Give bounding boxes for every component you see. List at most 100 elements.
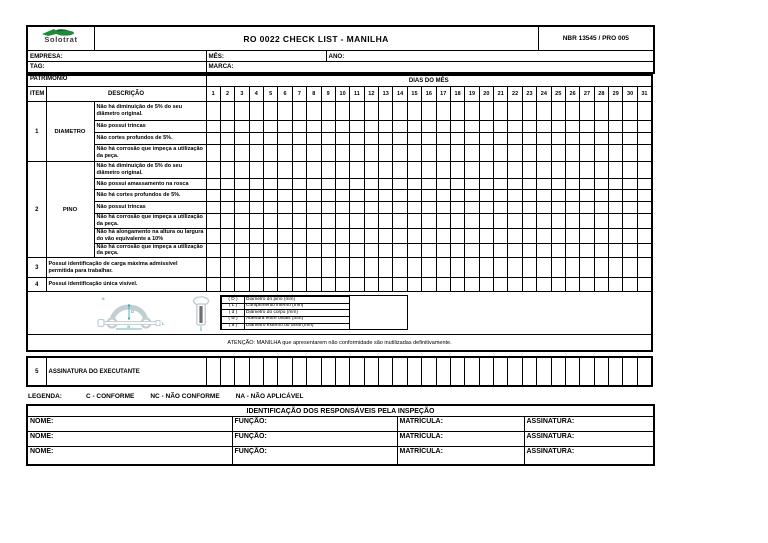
day-number: 3 [234, 86, 250, 102]
day-cell [493, 242, 509, 259]
day-cell [550, 257, 566, 279]
day-cell [234, 161, 250, 179]
day-cell [608, 356, 624, 387]
responsavel-row: NOME: FUNÇÃO: MATRÍCULA: ASSINATURA: [26, 415, 655, 432]
day-cell [622, 201, 638, 214]
day-cell [435, 132, 451, 145]
day-cell [435, 227, 451, 244]
shackle-diagram-icon: a D w L [96, 295, 188, 334]
funcao-field: FUNÇÃO: [231, 445, 398, 466]
day-cell [478, 257, 495, 279]
day-cell [349, 178, 365, 190]
day-cell [421, 242, 437, 259]
day-cell [234, 132, 250, 145]
page-title: RO 0022 CHECK LIST - MANILHA [93, 25, 539, 51]
legend-key: ( w ) [221, 316, 245, 324]
day-cell [406, 132, 423, 145]
day-cell [421, 178, 437, 190]
mes-field: MÊS: [205, 50, 327, 62]
day-cell [435, 213, 451, 229]
day-cell [406, 101, 423, 121]
day-cell [277, 257, 293, 279]
day-cell [378, 201, 394, 214]
day-cell [550, 178, 566, 190]
day-cell [263, 356, 279, 387]
day-cell [507, 277, 523, 293]
legend-label: Comprimento interno (mm) [244, 302, 350, 311]
day-cell [291, 132, 308, 145]
nome-field: NOME: [26, 430, 233, 447]
day-cell [507, 120, 523, 133]
item-number: 3 [26, 257, 47, 279]
day-cell [277, 189, 293, 202]
day-cell [435, 144, 451, 162]
day-cell [564, 161, 581, 179]
legend-key: ( L ) [221, 302, 245, 311]
check-description: Não possui trincas [93, 120, 207, 133]
day-cell [449, 277, 466, 293]
day-cell [478, 101, 495, 121]
day-cell [406, 242, 423, 259]
day-cell [205, 257, 221, 279]
check-description: Não há diminuição de 5% do seu diâmetro … [93, 161, 207, 179]
day-number: 25 [550, 86, 566, 102]
legend-label: Diametro externo do olhal (mm) [244, 322, 350, 331]
day-cell [536, 242, 552, 259]
day-cell [363, 227, 380, 244]
day-cell [263, 201, 279, 214]
legend-label: Diâmetro do corpo (mm) [244, 309, 350, 318]
day-cell [464, 201, 480, 214]
day-cell [464, 144, 480, 162]
day-cell [564, 101, 581, 121]
day-cell [205, 120, 221, 133]
responsavel-row: NOME: FUNÇÃO: MATRÍCULA: ASSINATURA: [26, 430, 655, 447]
day-cell [421, 277, 437, 293]
day-cell [248, 201, 265, 214]
day-cell [291, 161, 308, 179]
day-cell [320, 189, 336, 202]
day-number: 5 [263, 86, 279, 102]
day-number: 14 [392, 86, 408, 102]
day-cell [579, 161, 595, 179]
day-cell [579, 277, 595, 293]
day-cell [334, 189, 351, 202]
check-description: Não há corrosão que impeça a utilização … [93, 242, 207, 259]
day-cell [464, 132, 480, 145]
day-cell [334, 257, 351, 279]
day-cell [478, 356, 495, 387]
day-cell [636, 178, 653, 190]
day-cell [320, 161, 336, 179]
day-cell [349, 161, 365, 179]
day-cell [608, 161, 624, 179]
day-cell [378, 120, 394, 133]
day-number: 27 [579, 86, 595, 102]
day-cell [464, 227, 480, 244]
item-category: PINO [45, 160, 95, 259]
day-cell [263, 213, 279, 229]
day-cell [291, 120, 308, 133]
diagram-row: a D w L [26, 291, 653, 336]
day-cell [478, 178, 495, 190]
day-cell [550, 277, 566, 293]
day-cell [349, 242, 365, 259]
day-cell [234, 189, 250, 202]
day-cell [593, 178, 610, 190]
day-cell [378, 132, 394, 145]
day-cell [593, 277, 610, 293]
day-cell [291, 356, 308, 387]
day-cell [493, 213, 509, 229]
day-cell [219, 227, 236, 244]
signature-row: 5 ASSINATURA DO EXECUTANTE [26, 356, 653, 387]
check-description: Possui identificação de carga máxima adm… [45, 257, 207, 279]
day-cell [378, 178, 394, 190]
day-cell [378, 356, 394, 387]
day-cell [608, 277, 624, 293]
day-cell [263, 161, 279, 179]
day-cell [378, 227, 394, 244]
day-cell [320, 242, 336, 259]
day-number: 11 [349, 86, 365, 102]
day-cell [593, 101, 610, 121]
day-cell [521, 257, 538, 279]
item-category: DIAMETRO [45, 101, 95, 162]
